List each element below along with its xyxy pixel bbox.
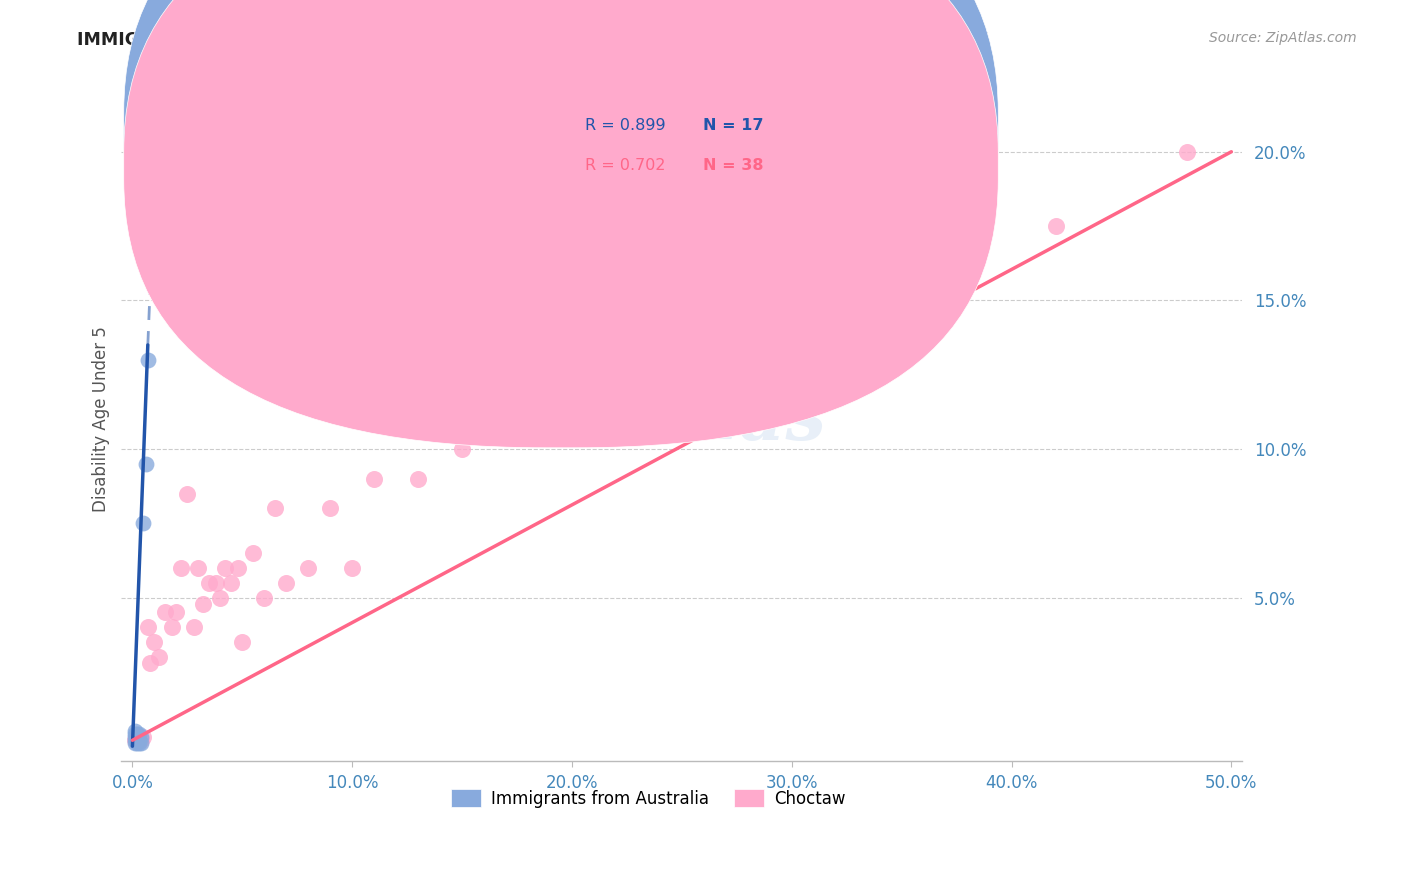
Point <box>129 733 152 747</box>
Point <box>124 733 146 747</box>
Point <box>128 731 150 745</box>
Point <box>125 733 148 747</box>
Point <box>209 591 232 605</box>
Point <box>276 575 298 590</box>
Point <box>125 731 148 745</box>
Point <box>125 736 148 750</box>
Point <box>128 733 150 747</box>
Point <box>124 724 146 739</box>
Text: IMMIGRANTS FROM AUSTRALIA VS CHOCTAW DISABILITY AGE UNDER 5 CORRELATION CHART: IMMIGRANTS FROM AUSTRALIA VS CHOCTAW DIS… <box>77 31 987 49</box>
Point <box>132 516 155 531</box>
Point <box>297 561 319 575</box>
Point <box>139 656 162 670</box>
Y-axis label: Disability Age Under 5: Disability Age Under 5 <box>93 326 110 512</box>
Point <box>124 731 146 745</box>
Point <box>136 352 159 367</box>
Point <box>129 731 152 745</box>
Text: Source: ZipAtlas.com: Source: ZipAtlas.com <box>1209 31 1357 45</box>
Text: R = 0.702: R = 0.702 <box>585 159 665 173</box>
Point <box>561 397 583 411</box>
Point <box>148 650 170 665</box>
Point <box>517 412 540 426</box>
Text: ZIPatlas: ZIPatlas <box>492 384 827 455</box>
Point <box>187 561 209 575</box>
Point <box>124 727 146 741</box>
Point <box>124 733 146 747</box>
Legend: Immigrants from Australia, Choctaw: Immigrants from Australia, Choctaw <box>444 783 852 814</box>
Point <box>406 472 429 486</box>
Point <box>128 727 150 741</box>
Point <box>129 736 152 750</box>
Point <box>191 597 214 611</box>
Point <box>231 635 253 649</box>
Point <box>253 591 276 605</box>
Point <box>128 736 150 750</box>
Point <box>124 736 146 750</box>
Point <box>319 501 342 516</box>
Point <box>451 442 474 456</box>
Point <box>125 727 148 741</box>
Text: R = 0.899: R = 0.899 <box>585 119 665 133</box>
Point <box>170 561 193 575</box>
Point <box>155 606 177 620</box>
Point <box>198 575 221 590</box>
Point <box>342 561 364 575</box>
Point <box>221 575 243 590</box>
Point <box>165 606 187 620</box>
Point <box>242 546 264 560</box>
Point <box>226 561 249 575</box>
Point <box>176 486 198 500</box>
Point <box>264 501 287 516</box>
Point <box>183 620 205 634</box>
Point <box>136 620 159 634</box>
Point <box>125 733 148 747</box>
Point <box>205 575 228 590</box>
Point <box>1045 219 1067 233</box>
Point <box>1177 145 1199 159</box>
Point <box>214 561 236 575</box>
Point <box>363 472 385 486</box>
Text: N = 17: N = 17 <box>703 119 763 133</box>
Text: N = 38: N = 38 <box>703 159 763 173</box>
Point <box>132 731 155 745</box>
Point <box>135 457 157 471</box>
Point <box>160 620 183 634</box>
Point <box>143 635 166 649</box>
